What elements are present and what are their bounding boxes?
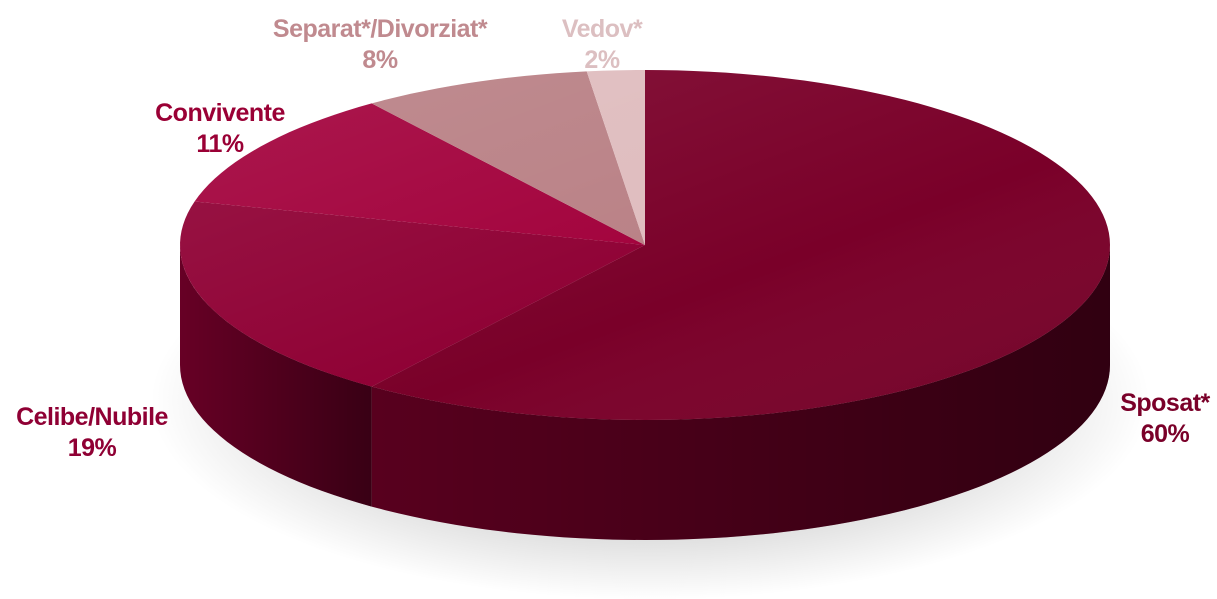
- pie-top-sheen: [180, 70, 1110, 420]
- slice-label-value: 19%: [67, 434, 117, 462]
- slice-label-name: Vedov*: [561, 15, 643, 43]
- slice-label-value: 60%: [1140, 420, 1190, 448]
- slice-label-name: Celibe/Nubile: [16, 403, 168, 431]
- slice-label-vedov: Vedov* 2%: [561, 14, 643, 76]
- slice-label-convivente: Convivente 11%: [155, 98, 285, 160]
- slice-label-value: 8%: [362, 46, 398, 74]
- slice-label-value: 11%: [196, 130, 244, 158]
- pie-slice-side-shade-celibe-nubile: [180, 245, 372, 507]
- slice-label-name: Separat*/Divorziat*: [272, 15, 488, 43]
- slice-label-value: 2%: [584, 46, 620, 74]
- pie-slice-side-shade-sposat: [371, 245, 1110, 540]
- slice-label-separat-divorziat: Separat*/Divorziat* 8%: [272, 14, 488, 76]
- slice-label-sposat: Sposat* 60%: [1120, 388, 1210, 450]
- slice-label-name: Sposat*: [1120, 389, 1210, 417]
- slice-label-celibe-nubile: Celibe/Nubile 19%: [16, 402, 168, 464]
- slice-label-name: Convivente: [155, 99, 285, 127]
